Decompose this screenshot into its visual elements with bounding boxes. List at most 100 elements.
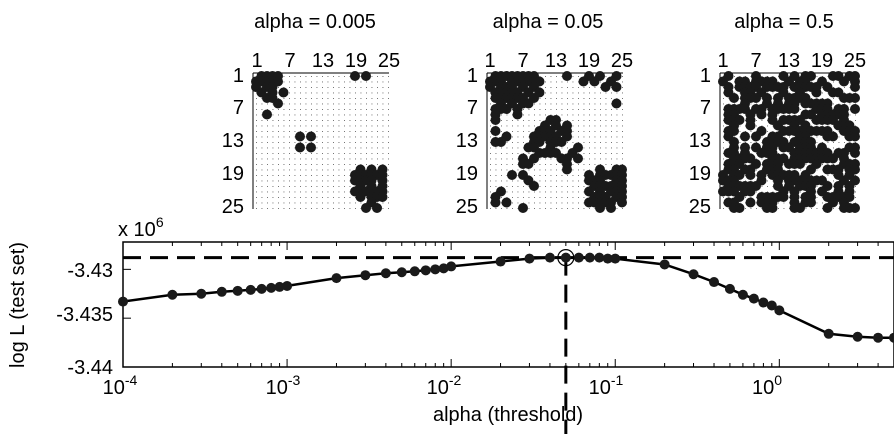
matrix-grid-dot bbox=[322, 109, 323, 110]
matrix-grid-dot bbox=[855, 120, 856, 121]
matrix-grid-dot bbox=[495, 191, 497, 193]
data-point bbox=[748, 293, 759, 304]
matrix-grid-dot bbox=[371, 147, 373, 149]
data-point bbox=[889, 332, 894, 343]
matrix-grid-dot bbox=[523, 125, 524, 127]
matrix-grid-dot bbox=[767, 76, 768, 77]
matrix-grid-dot bbox=[578, 109, 579, 110]
matrix-grid-dot bbox=[294, 202, 296, 204]
matrix-grid-dot bbox=[594, 191, 596, 193]
matrix-edge-point bbox=[278, 87, 289, 98]
matrix-grid-dot bbox=[256, 153, 257, 154]
matrix-grid-dot bbox=[756, 158, 757, 160]
matrix-grid-dot bbox=[360, 158, 362, 160]
matrix-grid-dot bbox=[256, 120, 257, 121]
matrix-grid-dot bbox=[517, 142, 519, 143]
matrix-grid-dot bbox=[506, 197, 508, 198]
matrix-grid-dot bbox=[355, 153, 356, 154]
matrix-grid-dot bbox=[322, 120, 323, 121]
matrix-grid-dot bbox=[811, 109, 812, 110]
matrix-grid-dot bbox=[578, 142, 579, 143]
matrix-grid-dot bbox=[349, 76, 351, 77]
matrix-row-tick: 25 bbox=[689, 196, 711, 218]
matrix-grid-dot bbox=[360, 87, 362, 88]
matrix-grid-dot bbox=[278, 202, 279, 204]
matrix-grid-dot bbox=[344, 191, 345, 193]
matrix-grid-dot bbox=[611, 142, 612, 143]
matrix-grid-dot bbox=[534, 131, 535, 132]
matrix-grid-dot bbox=[622, 142, 623, 143]
matrix-grid-dot bbox=[844, 191, 845, 193]
matrix-grid-dot bbox=[833, 186, 834, 187]
matrix-grid-dot bbox=[855, 191, 856, 193]
matrix-grid-dot bbox=[371, 103, 373, 105]
matrix-grid-dot bbox=[550, 109, 552, 110]
matrix-grid-dot bbox=[611, 164, 612, 165]
matrix-grid-dot bbox=[539, 202, 541, 204]
matrix-grid-dot bbox=[811, 92, 812, 94]
data-point bbox=[118, 296, 128, 307]
matrix-grid-dot bbox=[283, 81, 285, 83]
matrix-grid-dot bbox=[589, 186, 590, 187]
matrix-grid-dot bbox=[578, 191, 579, 193]
matrix-grid-dot bbox=[349, 142, 351, 143]
matrix-grid-dot bbox=[512, 186, 513, 187]
matrix-grid-dot bbox=[756, 169, 757, 171]
matrix-grid-dot bbox=[534, 197, 535, 198]
matrix-grid-dot bbox=[512, 109, 513, 110]
data-point bbox=[360, 270, 371, 281]
matrix-grid-dot bbox=[778, 120, 779, 121]
matrix-grid-dot bbox=[827, 175, 829, 176]
matrix-grid-dot bbox=[327, 92, 329, 94]
matrix-grid-dot bbox=[605, 169, 607, 171]
matrix-grid-dot bbox=[578, 87, 579, 88]
matrix-grid-dot bbox=[278, 158, 279, 160]
matrix-grid-dot bbox=[789, 76, 790, 77]
matrix-grid-dot bbox=[838, 180, 840, 182]
data-point bbox=[245, 284, 256, 295]
matrix-grid-dot bbox=[616, 131, 618, 132]
matrix-grid-dot bbox=[267, 175, 268, 176]
matrix-grid-dot bbox=[855, 103, 856, 105]
matrix-grid-dot bbox=[622, 76, 623, 77]
matrix-grid-dot bbox=[594, 158, 596, 160]
matrix-grid-dot bbox=[267, 109, 268, 110]
matrix-grid-dot bbox=[495, 208, 497, 209]
matrix-grid-dot bbox=[355, 142, 356, 143]
matrix-grid-dot bbox=[316, 142, 318, 143]
matrix-grid-dot bbox=[534, 202, 535, 204]
matrix-grid-dot bbox=[756, 208, 757, 209]
matrix-grid-dot bbox=[572, 114, 574, 116]
matrix-grid-dot bbox=[783, 103, 785, 105]
matrix-grid-dot bbox=[750, 180, 752, 182]
matrix-grid-dot bbox=[800, 103, 801, 105]
matrix-grid-dot bbox=[349, 197, 351, 198]
matrix-grid-dot bbox=[545, 109, 546, 110]
matrix-grid-dot bbox=[572, 197, 574, 198]
matrix-grid-dot bbox=[360, 125, 362, 127]
matrix-grid-dot bbox=[572, 136, 574, 138]
matrix-grid-dot bbox=[322, 180, 323, 182]
matrix-grid-dot bbox=[805, 169, 807, 171]
matrix-top-ticks: 1 7 13 19 25 bbox=[251, 50, 400, 72]
matrix-grid-dot bbox=[377, 109, 378, 110]
matrix-grid-dot bbox=[772, 103, 774, 105]
matrix-grid-dot bbox=[371, 131, 373, 132]
matrix-grid-dot bbox=[322, 92, 323, 94]
matrix-grid-dot bbox=[822, 169, 823, 171]
matrix-grid-dot bbox=[523, 136, 524, 138]
matrix-edge-point bbox=[523, 159, 534, 169]
matrix-grid-dot bbox=[739, 114, 741, 116]
matrix-grid-dot bbox=[838, 142, 840, 143]
matrix-grid-dot bbox=[316, 208, 318, 209]
matrix-grid-dot bbox=[756, 175, 757, 176]
matrix-grid-dot bbox=[756, 197, 757, 198]
matrix-grid-dot bbox=[523, 92, 524, 94]
matrix-grid-dot bbox=[822, 208, 823, 209]
matrix-grid-dot bbox=[822, 92, 823, 94]
matrix-grid-dot bbox=[622, 103, 623, 105]
matrix-grid-dot bbox=[300, 180, 301, 182]
matrix-grid-dot bbox=[567, 175, 568, 176]
matrix-grid-dot bbox=[772, 131, 774, 132]
matrix-grid-dot bbox=[289, 147, 290, 149]
